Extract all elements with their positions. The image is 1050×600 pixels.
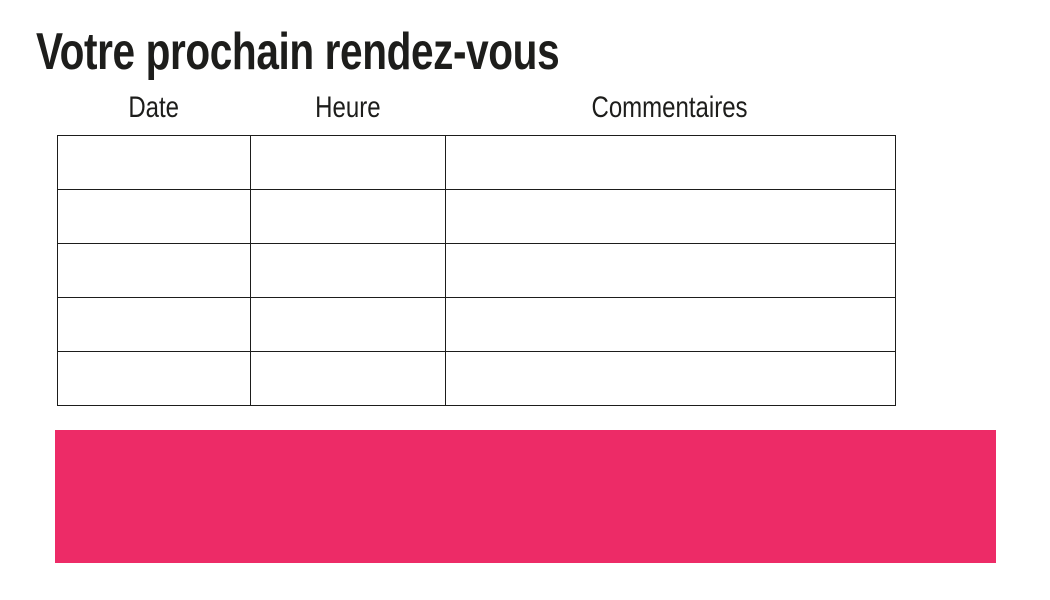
table-cell: [445, 297, 896, 352]
table-row: [57, 189, 896, 244]
pink-banner: [55, 430, 996, 563]
table-cell: [250, 351, 446, 406]
table-header-row: Date Heure Commentaires: [57, 90, 895, 126]
table-cell: [57, 189, 251, 244]
table-cell: [57, 135, 251, 190]
table-cell: [57, 243, 251, 298]
table-cell: [57, 351, 251, 406]
table-cell: [57, 297, 251, 352]
table-cell: [445, 243, 896, 298]
table-row: [57, 297, 896, 352]
table-row: [57, 135, 896, 190]
page-title-text: Votre prochain rendez-vous: [36, 23, 560, 81]
table-cell: [250, 243, 446, 298]
table-cell: [445, 135, 896, 190]
page-title: Votre prochain rendez-vous: [36, 26, 707, 78]
table-cell: [445, 351, 896, 406]
table-cell: [250, 135, 446, 190]
column-header-commentaires: Commentaires: [591, 91, 749, 124]
column-header-heure: Heure: [314, 91, 381, 124]
column-header-date: Date: [128, 91, 179, 124]
appointments-table: [57, 135, 896, 406]
table-cell: [250, 297, 446, 352]
table-row: [57, 243, 896, 298]
table-cell: [250, 189, 446, 244]
table-row: [57, 351, 896, 406]
table-cell: [445, 189, 896, 244]
appointments-table-body: [57, 135, 896, 406]
